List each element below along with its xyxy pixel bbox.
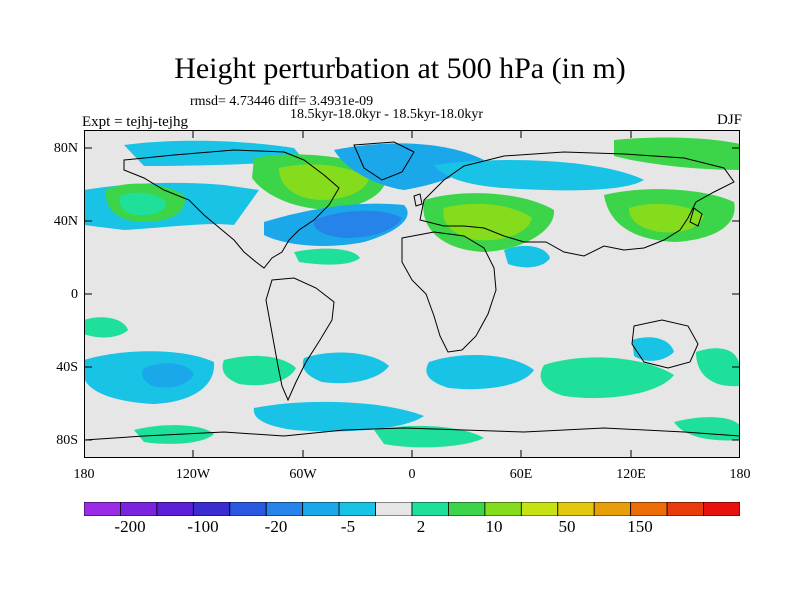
lat-label: 80S: [56, 433, 78, 448]
lon-label: 120E: [616, 467, 646, 482]
lon-label: 120W: [175, 467, 211, 482]
period-text: 18.5kyr-18.0kyr - 18.5kyr-18.0kyr: [290, 107, 484, 122]
anomaly-region: [302, 352, 389, 384]
colorbar-label: 150: [627, 517, 653, 536]
anomaly-region: [142, 363, 194, 388]
colorbar-swatch: [448, 502, 486, 516]
colorbar-swatch: [84, 502, 121, 516]
coastlines: [84, 141, 740, 441]
colorbar-swatch: [302, 502, 340, 516]
lat-label: 40S: [56, 360, 78, 375]
contour-fill: [84, 137, 740, 448]
coastline-south-america: [265, 277, 335, 402]
coastline-australia: [631, 319, 699, 369]
experiment-label: Expt = tejhj-tejhg: [82, 114, 188, 130]
coastline-greenland: [353, 141, 415, 181]
colorbar-label: 50: [558, 517, 576, 536]
anomaly-region: [84, 317, 128, 338]
colorbar-swatch: [593, 502, 632, 516]
colorbar-label: 10: [485, 517, 503, 536]
lat-label: 40N: [53, 214, 78, 229]
anomaly-region: [540, 357, 674, 399]
anomaly-region: [374, 425, 484, 448]
anomaly-region: [696, 348, 740, 387]
anomaly-region: [253, 401, 424, 432]
colorbar-swatch: [120, 502, 158, 516]
anomaly-region: [504, 245, 550, 268]
colorbar-swatch: [338, 502, 376, 516]
plot-title: Height perturbation at 500 hPa (in m): [174, 52, 626, 85]
lat-label: 80N: [53, 141, 78, 156]
colorbar: [84, 502, 740, 516]
colorbar-swatch: [229, 502, 267, 516]
stats-text: rmsd= 4.73446 diff= 3.4931e-09: [190, 94, 374, 109]
colorbar-swatch: [192, 502, 231, 516]
anomaly-region: [614, 137, 740, 170]
colorbar-label: -5: [340, 517, 356, 536]
lon-label: 180: [73, 467, 95, 482]
colorbar-swatch: [265, 502, 304, 516]
anomaly-region: [629, 203, 704, 233]
coastline-antarctica: [84, 427, 740, 441]
anomaly-region: [443, 203, 532, 241]
lon-label: 60E: [509, 467, 533, 482]
colorbar-swatch: [520, 502, 559, 516]
colorbar-label: 2: [416, 517, 426, 536]
anomaly-region: [313, 210, 402, 238]
lon-label: 180: [729, 467, 751, 482]
colorbar-label: -100: [187, 517, 219, 536]
coastline-africa: [401, 231, 497, 353]
map-ticks: [84, 130, 740, 458]
anomaly-region: [632, 337, 674, 361]
anomaly-region: [426, 355, 534, 390]
colorbar-swatch: [630, 502, 668, 516]
colorbar-label: -200: [114, 517, 146, 536]
colorbar-swatch: [375, 502, 413, 516]
colorbar-swatch: [411, 502, 449, 516]
colorbar-swatch: [156, 502, 194, 516]
coastline-uk: [413, 193, 423, 207]
coastline-eurasia: [419, 151, 735, 257]
map-panel: [84, 130, 740, 458]
anomaly-region: [279, 164, 369, 200]
lon-label: 0: [408, 467, 416, 482]
season-label: DJF: [716, 112, 742, 128]
lat-label: 0: [71, 287, 78, 302]
colorbar-label: -20: [264, 517, 288, 536]
colorbar-swatch: [666, 502, 704, 516]
colorbar-swatch: [484, 502, 522, 516]
coastline-japan: [689, 207, 703, 227]
coastline-north-america: [123, 149, 340, 269]
anomaly-region: [434, 160, 644, 191]
colorbar-swatch: [557, 502, 595, 516]
anomaly-region: [119, 192, 166, 216]
colorbar-swatch: [703, 502, 740, 516]
lon-label: 60W: [289, 467, 317, 482]
anomaly-region: [294, 248, 360, 265]
